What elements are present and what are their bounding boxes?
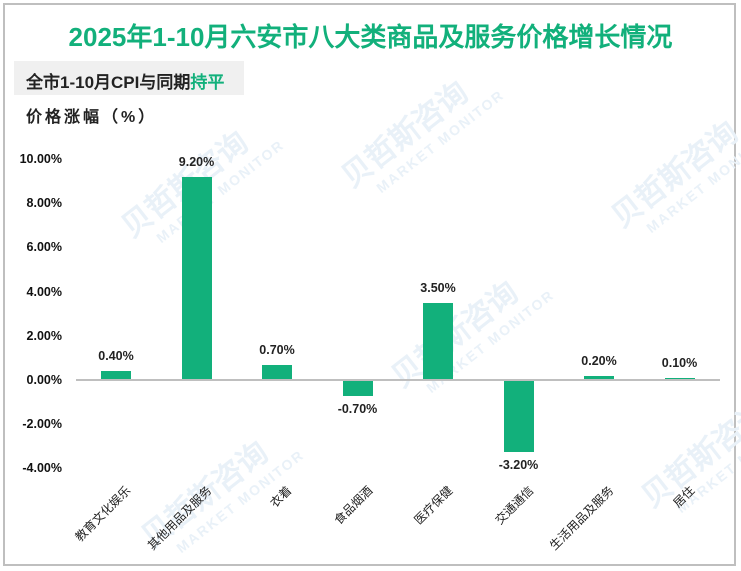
subtitle-text: 全市1-10月CPI与同期 <box>26 73 191 92</box>
x-category-label: 生活用品及服务 <box>547 483 617 553</box>
x-category-label: 衣着 <box>267 483 295 511</box>
bar <box>181 176 212 380</box>
y-tick-label: -2.00% <box>22 417 62 432</box>
y-axis-label: 价格涨幅（%） <box>26 109 158 126</box>
bar <box>503 381 534 452</box>
data-label: 0.70% <box>259 342 295 357</box>
y-tick-label: 4.00% <box>26 284 62 299</box>
x-category-label: 食品烟酒 <box>330 483 375 528</box>
data-label: 0.20% <box>581 353 617 368</box>
x-category-label: 教育文化娱乐 <box>72 483 134 545</box>
y-tick-label: 0.00% <box>26 373 62 387</box>
data-label: 0.10% <box>661 355 698 370</box>
bar <box>423 302 453 380</box>
subtitle-highlight: 持平 <box>190 73 225 92</box>
x-category-label: 医疗保健 <box>411 483 456 528</box>
x-category-label: 交通通信 <box>491 483 536 528</box>
x-category-label: 居住 <box>669 483 697 511</box>
data-label: 0.40% <box>98 349 134 364</box>
data-label: 3.50% <box>420 280 456 295</box>
data-label: -3.20% <box>498 457 539 472</box>
bar <box>664 377 695 380</box>
bar <box>262 364 292 380</box>
chart-title: 2025年1-10月六安市八大类商品及服务价格增长情况 <box>68 22 673 52</box>
x-axis-line <box>76 379 720 381</box>
chart-frame <box>3 3 736 566</box>
y-tick-label: -4.00% <box>22 461 62 476</box>
y-tick-label: 10.00% <box>19 152 62 166</box>
data-label: -0.70% <box>337 402 378 417</box>
y-tick-label: 8.00% <box>26 196 62 211</box>
bar <box>342 381 373 397</box>
x-category-label: 其他用品及服务 <box>144 483 214 553</box>
bar <box>584 375 614 380</box>
subtitle: 全市1-10月CPI与同期持平 <box>26 68 224 93</box>
y-tick-label: 2.00% <box>26 328 62 343</box>
data-label: 9.20% <box>178 154 215 169</box>
bar <box>101 371 131 380</box>
subtitle-box: 全市1-10月CPI与同期持平 <box>14 61 244 95</box>
y-tick-label: 6.00% <box>26 240 62 255</box>
